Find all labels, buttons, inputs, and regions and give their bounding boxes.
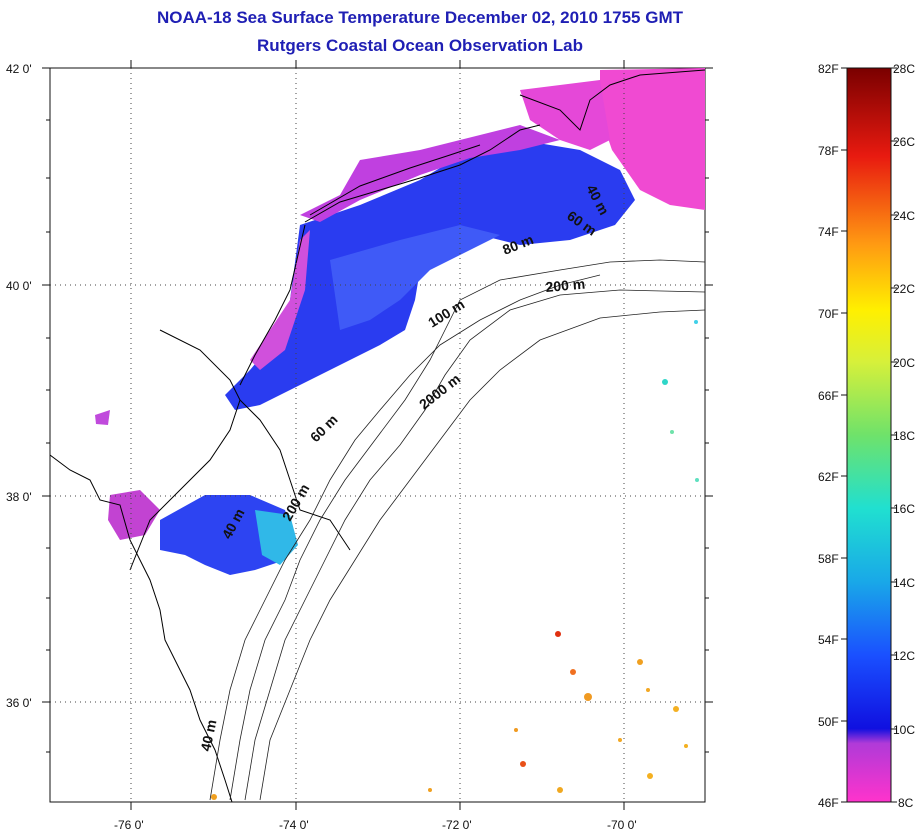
colorbar-c-label: 12C <box>893 649 915 663</box>
colorbar-f-label: 62F <box>818 470 839 484</box>
lat-tick-label: 36 0' <box>6 696 32 710</box>
colorbar: 82F 78F 74F 70F 66F 62F 58F 54F 50F 46F … <box>818 62 915 810</box>
colorbar-c-label: 16C <box>893 502 915 516</box>
colorbar-c-label: 22C <box>893 282 915 296</box>
colorbar-f-label: 50F <box>818 715 839 729</box>
colorbar-c-label: 18C <box>893 429 915 443</box>
colorbar-gradient <box>846 67 892 803</box>
colorbar-f-labels: 82F 78F 74F 70F 66F 62F 58F 54F 50F 46F <box>818 62 839 810</box>
map-title: NOAA-18 Sea Surface Temperature December… <box>157 8 683 27</box>
colorbar-f-label: 70F <box>818 307 839 321</box>
colorbar-c-label: 24C <box>893 209 915 223</box>
map-subtitle: Rutgers Coastal Ocean Observation Lab <box>257 36 583 55</box>
lat-tick-label: 38 0' <box>6 490 32 504</box>
bathymetry-contours <box>209 259 705 801</box>
sst-patches <box>95 68 705 800</box>
colorbar-f-label: 58F <box>818 552 839 566</box>
colorbar-f-label: 66F <box>818 389 839 403</box>
colorbar-c-label: 20C <box>893 356 915 370</box>
lat-tick-label: 40 0' <box>6 279 32 293</box>
colorbar-c-label: 28C <box>893 62 915 76</box>
contour-label: 40 m <box>197 718 219 753</box>
contour-label: 200 m <box>545 276 586 295</box>
lon-tick-label: -72 0' <box>442 818 472 832</box>
colorbar-f-label: 54F <box>818 633 839 647</box>
colorbar-c-label: 10C <box>893 723 915 737</box>
colorbar-c-labels: 28C 26C 24C 22C 20C 18C 16C 14C 12C 10C … <box>893 62 915 810</box>
lon-tick-labels: -76 0' -74 0' -72 0' -70 0' <box>114 818 637 832</box>
lat-tick-label: 42 0' <box>6 62 32 76</box>
colorbar-f-label: 82F <box>818 62 839 76</box>
graticule <box>50 68 705 802</box>
lon-tick-label: -74 0' <box>279 818 309 832</box>
coastline <box>50 69 705 802</box>
colorbar-f-label: 78F <box>818 144 839 158</box>
colorbar-c-label: 14C <box>893 576 915 590</box>
colorbar-c-label: 26C <box>893 135 915 149</box>
colorbar-c-label: 8C <box>898 796 914 810</box>
colorbar-f-label: 74F <box>818 225 839 239</box>
lon-tick-label: -70 0' <box>607 818 637 832</box>
frame-ticks <box>42 60 713 810</box>
colorbar-f-label: 46F <box>818 796 839 810</box>
lat-tick-labels: 42 0' 40 0' 38 0' 36 0' <box>6 62 32 710</box>
lon-tick-label: -76 0' <box>114 818 144 832</box>
colorbar-ticks <box>841 67 897 803</box>
